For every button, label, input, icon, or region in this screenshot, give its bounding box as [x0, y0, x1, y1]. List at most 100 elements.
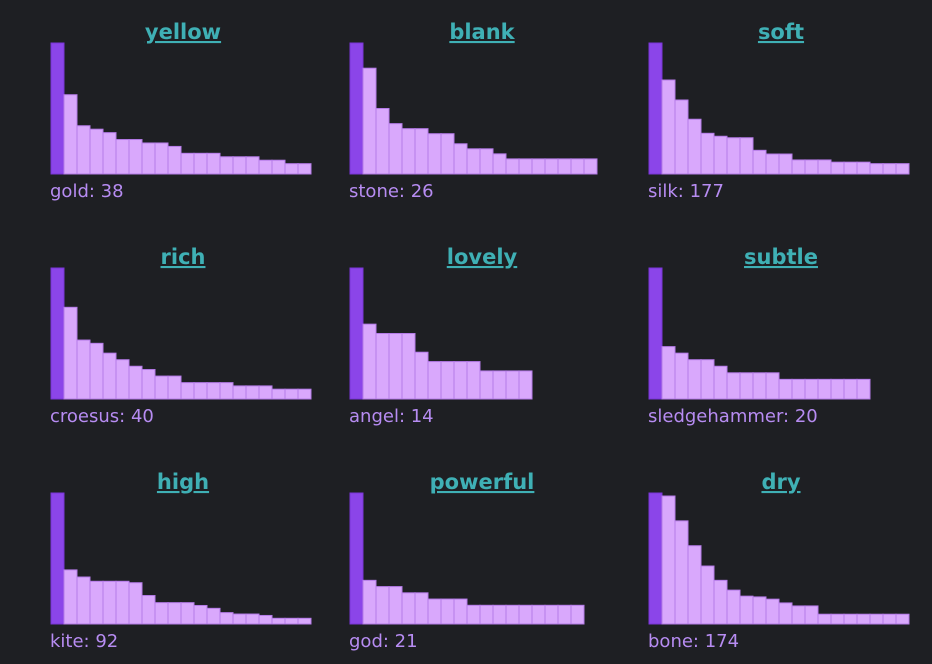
bar	[752, 372, 767, 400]
bar	[648, 267, 663, 400]
bar	[765, 598, 780, 625]
bar	[830, 613, 845, 625]
bar	[193, 152, 208, 175]
bar	[414, 592, 429, 625]
bar	[856, 161, 871, 175]
bar	[544, 604, 559, 625]
bar	[765, 372, 780, 400]
bar	[492, 604, 507, 625]
bar	[817, 378, 832, 400]
bar	[674, 520, 689, 625]
bar	[843, 378, 858, 400]
bar	[674, 99, 689, 175]
bar	[401, 128, 416, 175]
bar	[89, 342, 104, 400]
bar	[570, 158, 585, 175]
chart-title[interactable]: soft	[758, 20, 804, 44]
bar	[765, 153, 780, 175]
bar	[440, 361, 455, 400]
bar	[869, 163, 884, 175]
bar	[479, 370, 494, 400]
bar	[778, 602, 793, 625]
bar	[349, 492, 364, 625]
bar	[791, 378, 806, 400]
bar	[180, 382, 195, 400]
bar	[206, 382, 221, 400]
bar	[141, 142, 156, 175]
bar	[726, 589, 741, 625]
bar	[414, 351, 429, 400]
bar	[63, 569, 78, 625]
chart-title[interactable]: rich	[161, 245, 206, 269]
bar-caption: stone: 26	[349, 181, 434, 202]
bar	[700, 359, 715, 400]
bar	[271, 617, 286, 625]
bar	[700, 132, 715, 175]
bar	[414, 128, 429, 175]
bar	[648, 42, 663, 175]
bar	[778, 153, 793, 175]
bar	[232, 385, 247, 400]
chart-title[interactable]: powerful	[430, 470, 535, 494]
chart-title[interactable]: lovely	[447, 245, 518, 269]
bar	[271, 159, 286, 175]
bar	[687, 118, 702, 175]
bar	[505, 604, 520, 625]
bar	[297, 388, 312, 400]
bar	[570, 604, 585, 625]
bar	[167, 375, 182, 400]
bar	[817, 613, 832, 625]
bar	[375, 333, 390, 400]
bar	[518, 370, 533, 400]
bar	[427, 133, 442, 175]
bar	[661, 346, 676, 400]
bar	[154, 602, 169, 625]
bar	[63, 306, 78, 400]
bar	[206, 152, 221, 175]
bar-caption: silk: 177	[648, 181, 724, 202]
bar	[89, 580, 104, 625]
chart-title[interactable]: subtle	[744, 245, 818, 269]
bar	[687, 359, 702, 400]
chart-title[interactable]: high	[157, 470, 209, 494]
bar	[713, 365, 728, 400]
bar	[466, 148, 481, 175]
bar	[219, 612, 234, 625]
bar	[518, 158, 533, 175]
bar	[232, 613, 247, 625]
bar	[830, 378, 845, 400]
bar	[726, 137, 741, 175]
bar	[843, 613, 858, 625]
bar	[141, 369, 156, 400]
bar	[180, 602, 195, 625]
bar	[297, 617, 312, 625]
bar-caption: croesus: 40	[50, 406, 154, 427]
bar	[856, 378, 871, 400]
bar	[102, 132, 117, 175]
bar	[102, 580, 117, 625]
bar	[700, 565, 715, 625]
bar	[76, 125, 91, 175]
bar	[661, 495, 676, 625]
bar	[427, 598, 442, 625]
bar	[713, 579, 728, 625]
bar	[531, 604, 546, 625]
chart-title[interactable]: dry	[761, 470, 800, 494]
bar	[258, 614, 273, 625]
bar	[128, 139, 143, 175]
bar	[830, 161, 845, 175]
chart-title[interactable]: blank	[449, 20, 515, 44]
bar	[297, 163, 312, 175]
bar-caption: gold: 38	[50, 181, 124, 202]
bar	[739, 137, 754, 175]
bar	[349, 42, 364, 175]
bar	[531, 158, 546, 175]
bar	[141, 595, 156, 625]
bar	[258, 159, 273, 175]
bar	[479, 148, 494, 175]
bar	[258, 385, 273, 400]
bar	[791, 159, 806, 175]
chart-title[interactable]: yellow	[145, 20, 221, 44]
bar	[817, 159, 832, 175]
